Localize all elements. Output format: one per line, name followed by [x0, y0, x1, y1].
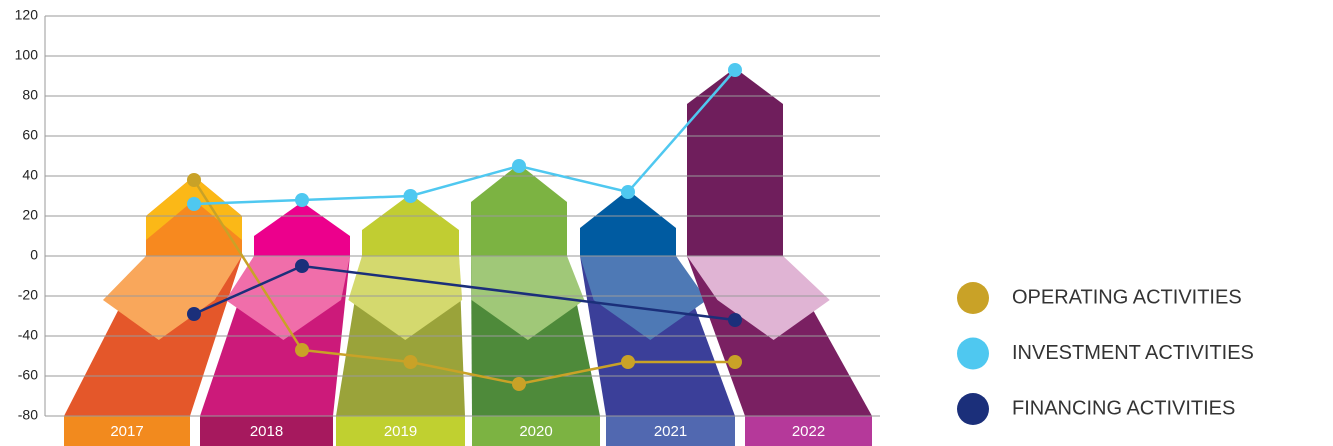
data-point [728, 355, 742, 369]
legend-swatch [957, 393, 989, 425]
x-tick-label: 2019 [384, 423, 417, 440]
data-point [728, 63, 742, 77]
x-tick-label: 2020 [519, 423, 552, 440]
y-tick-label: 0 [30, 247, 38, 263]
legend-swatch [957, 282, 989, 314]
data-point [404, 189, 418, 203]
arrow-upper [254, 202, 350, 256]
data-point [187, 197, 201, 211]
data-point [621, 355, 635, 369]
legend-label: OPERATING ACTIVITIES [1012, 286, 1242, 308]
y-tick-label: 20 [22, 207, 38, 223]
legend-label: FINANCING ACTIVITIES [1012, 397, 1235, 419]
data-point [728, 313, 742, 327]
y-tick-label: 60 [22, 127, 38, 143]
data-point [512, 377, 526, 391]
chart: -80 -60 -40 -20 0 20 40 60 80 100 120 2017 2018 2019 2… [0, 0, 1333, 446]
y-tick-label: 80 [22, 87, 38, 103]
data-point [295, 259, 309, 273]
data-point [295, 193, 309, 207]
y-tick-label: 120 [15, 7, 39, 23]
y-tick-label: -60 [18, 367, 38, 383]
arrow-upper [362, 194, 459, 256]
data-point [295, 343, 309, 357]
data-point [512, 159, 526, 173]
series-line [194, 70, 735, 204]
arrow-upper [580, 190, 676, 256]
arrow-upper [471, 164, 567, 256]
data-point [187, 173, 201, 187]
y-tick-label: -80 [18, 407, 38, 423]
x-tick-label: 2021 [654, 423, 687, 440]
data-point [621, 185, 635, 199]
legend-swatch [957, 338, 989, 370]
data-point [187, 307, 201, 321]
data-point [404, 355, 418, 369]
y-tick-label: 40 [22, 167, 38, 183]
x-tick-label: 2022 [792, 423, 825, 440]
legend-label: INVESTMENT ACTIVITIES [1012, 342, 1254, 364]
y-tick-label: 100 [15, 47, 39, 63]
x-tick-label: 2018 [250, 423, 283, 440]
x-tick-label: 2017 [110, 423, 143, 440]
decoration [64, 68, 872, 446]
y-tick-label: -40 [18, 327, 38, 343]
y-tick-label: -20 [18, 287, 38, 303]
